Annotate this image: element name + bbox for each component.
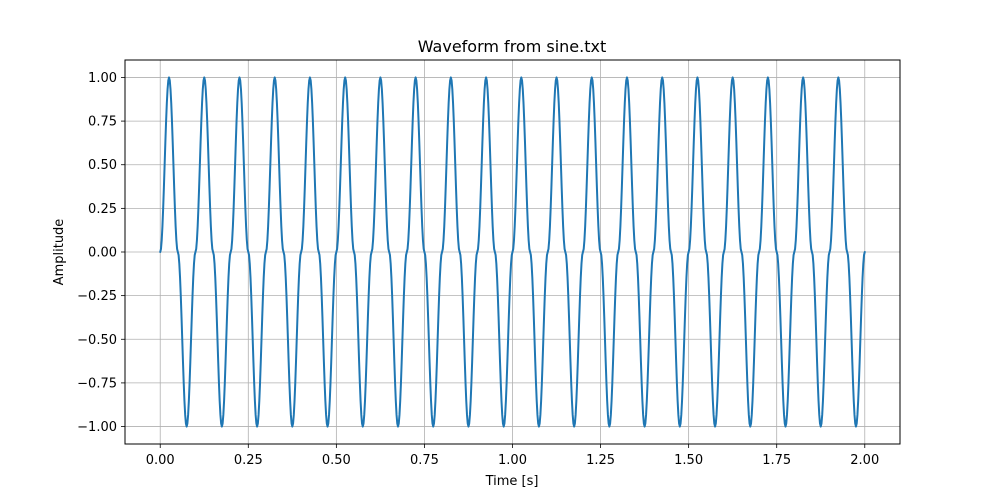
- plot-layer: [159, 76, 866, 428]
- x-tick-label: 0.50: [322, 453, 351, 468]
- chart-title: Waveform from sine.txt: [418, 37, 607, 56]
- y-tick-label: −1.00: [77, 420, 117, 435]
- x-tick-label: 0.75: [410, 453, 439, 468]
- y-tick-label: 1.00: [88, 71, 117, 86]
- x-tick-label: 1.50: [674, 453, 703, 468]
- y-tick-label: 0.25: [88, 202, 117, 217]
- y-tick-label: 0.75: [88, 115, 117, 130]
- y-tick-label: 0.00: [88, 246, 117, 261]
- series-line: [159, 76, 866, 428]
- x-tick-label: 1.75: [762, 453, 791, 468]
- y-tick-label: −0.50: [77, 333, 117, 348]
- y-axis-label: Amplitude: [52, 219, 67, 286]
- x-tick-label: 0.25: [234, 453, 263, 468]
- y-tick-label: −0.75: [77, 376, 117, 391]
- x-tick-label: 1.00: [498, 453, 527, 468]
- x-axis-label: Time [s]: [485, 474, 539, 489]
- y-tick-label: −0.25: [77, 289, 117, 304]
- ticks-layer: 0.00 0.25 0.50 0.75 1.00 1.25 1.50 1.75 2.00 −1.0…: [77, 71, 879, 468]
- y-tick-label: 0.50: [88, 158, 117, 173]
- x-tick-label: 2.00: [850, 453, 879, 468]
- x-tick-label: 0.00: [146, 453, 175, 468]
- x-tick-label: 1.25: [586, 453, 615, 468]
